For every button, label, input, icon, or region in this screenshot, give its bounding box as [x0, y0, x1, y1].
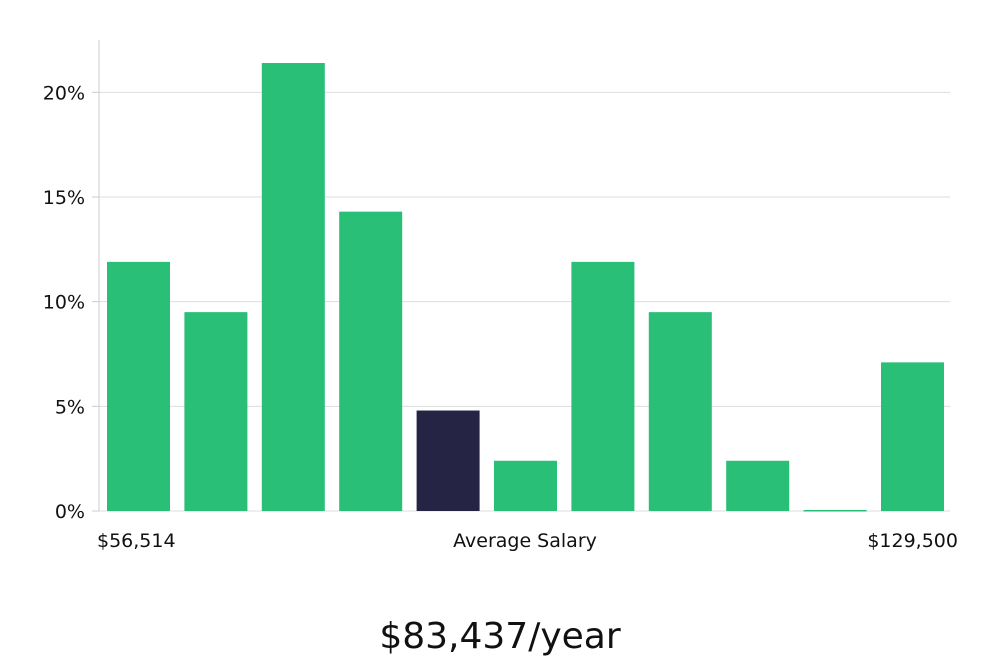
- y-tick-label: 0%: [55, 501, 85, 523]
- bar: [184, 312, 248, 511]
- bar: [648, 312, 712, 511]
- x-label-max: $129,500: [867, 530, 958, 552]
- y-tick-labels: 0% 5% 10% 15% 20%: [43, 82, 85, 523]
- bar: [571, 261, 635, 511]
- bar-average-bin: [416, 410, 480, 511]
- y-tick-label: 5%: [55, 396, 85, 418]
- x-label-min: $56,514: [97, 530, 176, 552]
- bar: [881, 362, 944, 511]
- y-tick-label: 15%: [43, 187, 85, 209]
- bar: [726, 460, 790, 511]
- x-label-average: Average Salary: [453, 530, 597, 552]
- y-tick-label: 10%: [43, 292, 85, 314]
- y-tick-label: 20%: [43, 82, 85, 104]
- bar: [494, 460, 557, 511]
- average-salary-value: $83,437/year: [379, 616, 621, 657]
- bars: [107, 63, 944, 512]
- bar: [107, 261, 170, 511]
- bar: [339, 211, 403, 512]
- bar: [803, 510, 867, 512]
- bar: [261, 63, 325, 511]
